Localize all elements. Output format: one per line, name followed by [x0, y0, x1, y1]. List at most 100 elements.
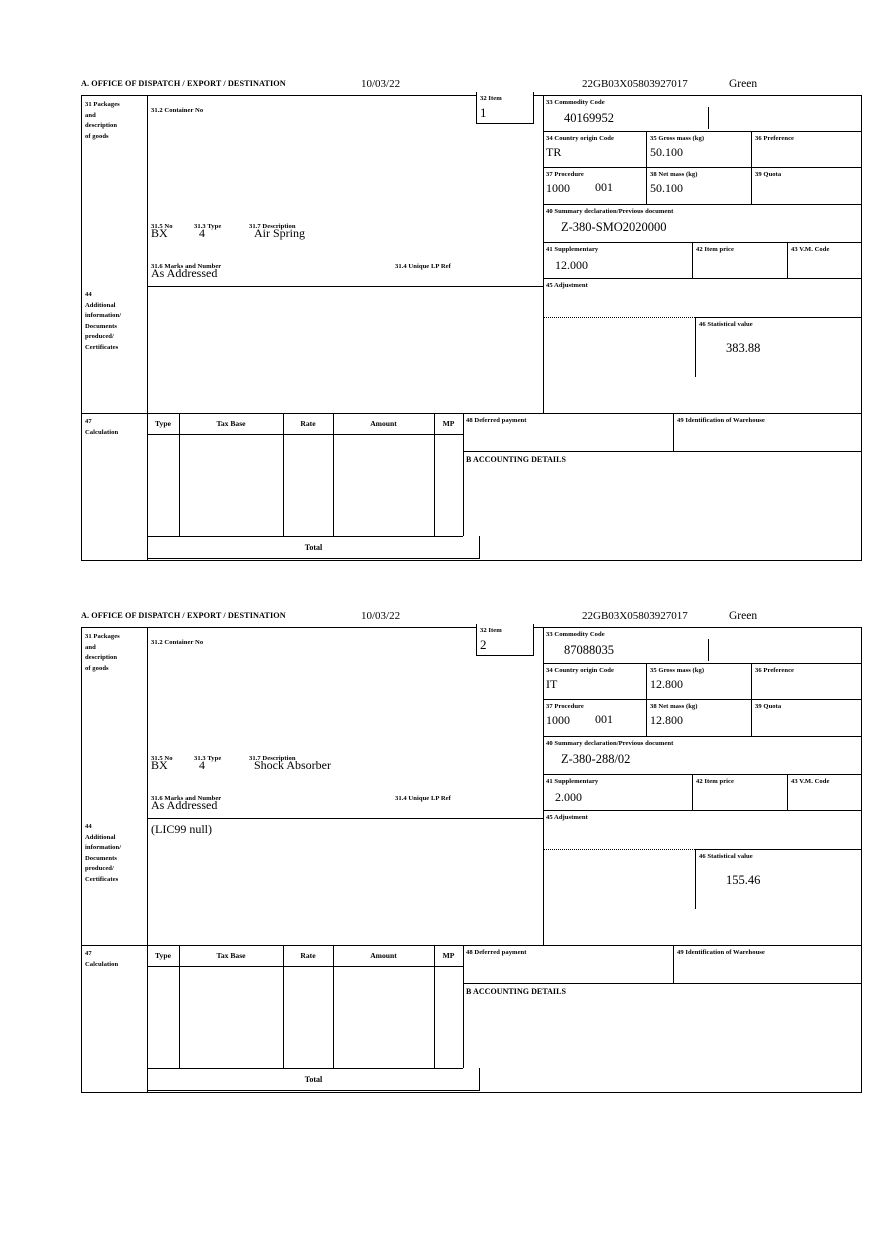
box-43-vm-code: 43 V.M. Code: [788, 775, 861, 811]
calculation-total-row: Total: [147, 1068, 480, 1091]
calculation-header-row: Type Tax Base Rate Amount MP: [147, 945, 463, 967]
left-column-divider: [147, 96, 148, 560]
box-38-net-mass: 38 Net mass (kg) 50.100: [647, 168, 752, 205]
box-48-deferred-payment: 48 Deferred payment: [466, 417, 527, 424]
box-34-country-origin: 34 Country origin Code IT: [543, 664, 647, 700]
calc-divider-2: [283, 413, 284, 536]
box-31-2-container-label: 31.2 Container No: [151, 639, 204, 646]
customs-form-item-1: A. OFFICE OF DISPATCH / EXPORT / DESTINA…: [81, 78, 862, 561]
box-32-item: 32 Item 2: [476, 624, 534, 656]
form-body: 31 Packages and description of goods 44 …: [81, 624, 862, 1093]
customs-form-item-2: A. OFFICE OF DISPATCH / EXPORT / DESTINA…: [81, 610, 862, 1093]
form-body: 31 Packages and description of goods 44 …: [81, 92, 862, 561]
box-31-bottom-rule: [147, 818, 543, 819]
form-header: A. OFFICE OF DISPATCH / EXPORT / DESTINA…: [81, 610, 862, 627]
box-48-left-divider: [463, 413, 464, 536]
box-36-preference: 36 Preference: [752, 664, 861, 700]
right-column-bottom-rule: [543, 945, 861, 946]
box-31-3-type-label: 31.3 Type: [194, 223, 222, 230]
box-31-6-marks-label: 31.6 Marks and Number: [151, 263, 222, 270]
box-31-5-no-value: BX: [151, 758, 168, 772]
calc-divider-1: [179, 945, 180, 1068]
box-48-deferred-payment: 48 Deferred payment: [466, 949, 527, 956]
box-45-dotted-region: [543, 317, 695, 377]
box-42-item-price: 42 Item price: [693, 775, 788, 811]
box-35-gross-mass: 35 Gross mass (kg) 12.800: [647, 664, 752, 700]
box-44-value: (LIC99 null): [151, 822, 212, 836]
calc-divider-1: [179, 413, 180, 536]
column-header-rate: Rate: [300, 419, 316, 428]
box-48-bottom-rule: [463, 451, 861, 452]
mrn-number: 22GB03X05803927017: [582, 610, 688, 622]
column-header-type: Type: [155, 419, 171, 428]
box-31-7-description-label: 31.7 Description: [249, 755, 296, 762]
commodity-code-divider-tick: [708, 107, 709, 129]
box-37-procedure: 37 Procedure 1000 001: [543, 168, 647, 205]
box-35-gross-mass: 35 Gross mass (kg) 50.100: [647, 132, 752, 168]
right-column-divider: [543, 628, 544, 945]
box-38-net-mass: 38 Net mass (kg) 12.800: [647, 700, 752, 737]
box-46-statistical-value: 46 Statistical value 383.88: [695, 317, 861, 377]
box-31-7-description-value: Air Spring: [254, 226, 305, 240]
column-header-mp: MP: [442, 951, 455, 960]
box-44-label: 44 Additional information/ Documents pro…: [85, 823, 122, 883]
form-header: A. OFFICE OF DISPATCH / EXPORT / DESTINA…: [81, 78, 862, 95]
box-33-commodity-code: 33 Commodity Code 40169952: [543, 96, 861, 132]
box-36-preference: 36 Preference: [752, 132, 861, 168]
box-47-calculation-table: Type Tax Base Rate Amount MP Total: [147, 413, 480, 559]
box-31-4-lp-ref-label: 31.4 Unique LP Ref: [395, 263, 451, 270]
declaration-date: 10/03/22: [361, 78, 401, 90]
box-39-quota: 39 Quota: [752, 168, 861, 205]
box-48-left-divider: [463, 945, 464, 1068]
box-34-country-origin: 34 Country origin Code TR: [543, 132, 647, 168]
box-31-7-description-value: Shock Absorber: [254, 758, 331, 772]
box-31-label: 31 Packages and description of goods: [85, 633, 120, 672]
box-31-6-marks-value: As Addressed: [151, 266, 218, 280]
commodity-code-divider-tick: [708, 639, 709, 661]
calc-divider-4: [434, 945, 435, 1068]
declaration-date: 10/03/22: [361, 610, 401, 622]
box-44-bottom-rule: [82, 945, 543, 946]
calc-border-left: [147, 413, 148, 536]
box-49-warehouse-identification: 49 Identification of Warehouse: [673, 945, 861, 983]
box-31-3-type-value: 4: [199, 226, 205, 240]
route-status: Green: [729, 610, 758, 622]
box-37-procedure: 37 Procedure 1000 001: [543, 700, 647, 737]
box-33-commodity-code: 33 Commodity Code 87088035: [543, 628, 861, 664]
calc-border-left: [147, 945, 148, 1068]
box-31-5-no-label: 31.5 No: [151, 755, 173, 762]
right-column-divider: [543, 96, 544, 413]
box-45-dotted-region: [543, 849, 695, 909]
calc-divider-3: [333, 413, 334, 536]
box-47-label: 47 Calculation: [85, 950, 119, 968]
column-header-tax-base: Tax Base: [216, 951, 246, 960]
box-49-warehouse-identification: 49 Identification of Warehouse: [673, 413, 861, 451]
calculation-total-row: Total: [147, 536, 480, 559]
box-41-supplementary: 41 Supplementary 12.000: [543, 243, 693, 279]
box-b-accounting-details: B ACCOUNTING DETAILS: [466, 987, 566, 996]
calculation-rows-area: [147, 966, 463, 1069]
box-31-2-container-label: 31.2 Container No: [151, 107, 204, 114]
box-31-4-lp-ref-label: 31.4 Unique LP Ref: [395, 795, 451, 802]
box-b-accounting-details: B ACCOUNTING DETAILS: [466, 455, 566, 464]
calc-divider-2: [283, 945, 284, 1068]
office-of-dispatch-label: A. OFFICE OF DISPATCH / EXPORT / DESTINA…: [81, 79, 286, 88]
column-header-type: Type: [155, 951, 171, 960]
box-48-bottom-rule: [463, 983, 861, 984]
box-44-bottom-rule: [82, 413, 543, 414]
calculation-rows-area: [147, 434, 463, 537]
box-31-3-type-label: 31.3 Type: [194, 755, 222, 762]
box-41-supplementary: 41 Supplementary 2.000: [543, 775, 693, 811]
box-31-7-description-label: 31.7 Description: [249, 223, 296, 230]
box-47-label: 47 Calculation: [85, 418, 119, 436]
office-of-dispatch-label: A. OFFICE OF DISPATCH / EXPORT / DESTINA…: [81, 611, 286, 620]
box-31-5-no-value: BX: [151, 226, 168, 240]
column-header-amount: Amount: [370, 419, 397, 428]
column-header-tax-base: Tax Base: [216, 419, 246, 428]
box-42-item-price: 42 Item price: [693, 243, 788, 279]
left-column-divider: [147, 628, 148, 1092]
box-31-3-type-value: 4: [199, 758, 205, 772]
box-31-bottom-rule: [147, 286, 543, 287]
box-40-summary-declaration: 40 Summary declaration/Previous document…: [543, 205, 861, 243]
